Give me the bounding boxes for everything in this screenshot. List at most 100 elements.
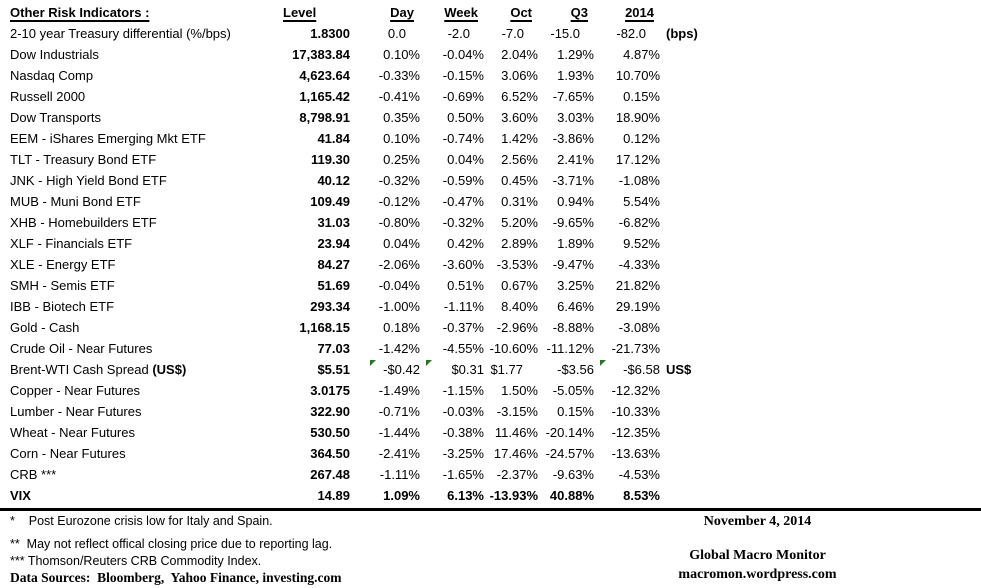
cell-level: 77.03 xyxy=(317,341,350,356)
cell-q3: 6.46% xyxy=(557,299,594,314)
cell-day: 0.25% xyxy=(383,152,420,167)
cell-level: 322.90 xyxy=(310,404,350,419)
cell-day: -0.32% xyxy=(378,173,420,188)
table-row: Dow Industrials 17,383.84 0.10% -0.04% 2.04%… xyxy=(0,44,981,65)
cell-y2014: -4.53% xyxy=(618,467,660,482)
risk-indicators-table: Other Risk Indicators : Level Day Week O… xyxy=(0,2,981,506)
cell-week: -3.25% xyxy=(442,446,484,461)
cell-y2014: 9.52% xyxy=(623,236,660,251)
row-label: TLT - Treasury Bond ETF xyxy=(10,152,157,167)
row-label: CRB *** xyxy=(10,467,57,482)
cell-level: 3.0175 xyxy=(310,383,350,398)
cell-week: -0.03% xyxy=(442,404,484,419)
cell-suffix: (bps) xyxy=(666,26,698,41)
cell-day: -2.41% xyxy=(378,446,420,461)
cell-oct: 17.46% xyxy=(493,446,538,461)
row-label: Wheat - Near Futures xyxy=(10,425,135,440)
cell-level: 530.50 xyxy=(310,425,350,440)
cell-week: -0.32% xyxy=(442,215,484,230)
cell-level: 40.12 xyxy=(317,173,350,188)
cell-q3: -3.71% xyxy=(552,173,594,188)
cell-suffix xyxy=(660,317,981,338)
cell-week: -2.0 xyxy=(447,26,470,41)
cell-oct: 1.50% xyxy=(501,383,538,398)
brand-name: Global Macro Monitor xyxy=(689,548,826,563)
table-row: Wheat - Near Futures 530.50 -1.44% -0.38% 11… xyxy=(0,422,981,443)
cell-y2014: 4.87% xyxy=(623,47,660,62)
row-label: Dow Industrials xyxy=(10,47,99,62)
cell-level: 364.50 xyxy=(310,446,350,461)
cell-day: 0.35% xyxy=(383,110,420,125)
cell-oct: -3.53% xyxy=(496,257,538,272)
cell-suffix xyxy=(660,296,981,317)
cell-week: -1.11% xyxy=(443,299,484,314)
cell-level: 23.94 xyxy=(317,236,350,251)
cell-level: 31.03 xyxy=(317,215,350,230)
cell-q3: 1.89% xyxy=(557,236,594,251)
cell-y2014: -$6.58 xyxy=(594,359,660,380)
cell-day: 0.18% xyxy=(383,320,420,335)
cell-q3: -24.57% xyxy=(545,446,594,461)
table-body: 2-10 year Treasury differential (%/bps) 1… xyxy=(0,23,981,506)
cell-suffix xyxy=(660,401,981,422)
cell-y2014: 10.70% xyxy=(615,68,660,83)
cell-q3: -11.12% xyxy=(546,341,594,356)
cell-y2014: -4.33% xyxy=(618,257,660,272)
cell-q3: -9.47% xyxy=(552,257,594,272)
row-label: SMH - Semis ETF xyxy=(10,278,115,293)
cell-y2014: 8.53% xyxy=(623,488,660,503)
cell-oct: -3.15% xyxy=(496,404,538,419)
cell-q3: 3.03% xyxy=(557,110,594,125)
table-row: MUB - Muni Bond ETF 109.49 -0.12% -0.47% 0.3… xyxy=(0,191,981,212)
row-label: Crude Oil - Near Futures xyxy=(10,341,153,356)
cell-y2014: -21.73% xyxy=(611,341,660,356)
table-row: SMH - Semis ETF 51.69 -0.04% 0.51% 0.67% 3.25… xyxy=(0,275,981,296)
cell-week: -4.55% xyxy=(442,341,484,356)
cell-week: -0.74% xyxy=(442,131,484,146)
cell-week: -0.59% xyxy=(442,173,484,188)
row-label: Brent-WTI Cash Spread (US$) xyxy=(10,362,187,377)
cell-week: -0.38% xyxy=(442,425,484,440)
cell-level: 84.27 xyxy=(317,257,350,272)
row-label: MUB - Muni Bond ETF xyxy=(10,194,141,209)
cell-day: -0.71% xyxy=(378,404,420,419)
cell-week: 0.51% xyxy=(447,278,484,293)
cell-day: -0.04% xyxy=(378,278,420,293)
column-header-indicators: Other Risk Indicators : xyxy=(10,5,150,20)
cell-y2014: -13.63% xyxy=(611,446,660,461)
cell-oct: 11.46% xyxy=(494,425,538,440)
cell-q3: 1.29% xyxy=(557,47,594,62)
cell-y2014: 5.54% xyxy=(623,194,660,209)
cell-oct: 0.31% xyxy=(501,194,538,209)
cell-q3: -$3.56 xyxy=(557,362,594,377)
cell-y2014: 29.19% xyxy=(615,299,660,314)
cell-suffix xyxy=(660,275,981,296)
cell-q3: 0.94% xyxy=(557,194,594,209)
cell-y2014: 21.82% xyxy=(615,278,660,293)
cell-day: -0.12% xyxy=(378,194,420,209)
cell-week: 0.42% xyxy=(447,236,484,251)
cell-q3: 1.93% xyxy=(557,68,594,83)
cell-week: -1.65% xyxy=(442,467,484,482)
cell-y2014: -6.82% xyxy=(618,215,660,230)
cell-oct: -10.60% xyxy=(489,341,538,356)
row-label: Copper - Near Futures xyxy=(10,383,141,398)
cell-level: 119.30 xyxy=(310,152,350,167)
cell-oct: 1.42% xyxy=(501,131,538,146)
cell-q3: -9.63% xyxy=(552,467,594,482)
row-label: VIX xyxy=(10,488,31,503)
cell-suffix xyxy=(660,254,981,275)
brand-site: macromon.wordpress.com xyxy=(678,567,837,582)
cell-suffix xyxy=(660,443,981,464)
cell-oct: 2.89% xyxy=(501,236,538,251)
cell-day: 0.10% xyxy=(383,131,420,146)
cell-y2014: 18.90% xyxy=(615,110,660,125)
row-label: Russell 2000 xyxy=(10,89,86,104)
data-sources-line: Data Sources: Bloomberg, Yahoo Finance, … xyxy=(10,570,342,585)
cell-day: -0.33% xyxy=(378,68,420,83)
row-label: JNK - High Yield Bond ETF xyxy=(10,173,167,188)
cell-level: 1,165.42 xyxy=(299,89,350,104)
cell-suffix xyxy=(660,485,981,506)
cell-week: -1.15% xyxy=(442,383,484,398)
